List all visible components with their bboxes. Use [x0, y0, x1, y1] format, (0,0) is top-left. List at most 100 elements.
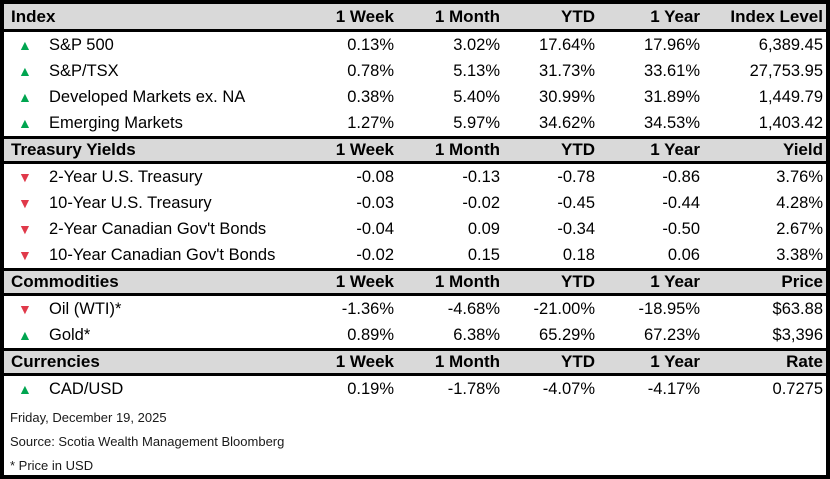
source-note: Source: Scotia Wealth Management Bloombe…	[10, 433, 285, 449]
down-triangle-icon: ▼	[18, 195, 32, 211]
value-cell: 0.38%	[347, 87, 394, 106]
column-header-ytd: YTD	[561, 352, 595, 371]
column-header-1-year: 1 Year	[650, 6, 700, 26]
value-cell: -1.78%	[447, 379, 500, 398]
value-cell: -4.68%	[447, 299, 500, 318]
column-header-ytd: YTD	[561, 272, 595, 291]
row-label: 10-Year U.S. Treasury	[49, 193, 212, 212]
row-label-cell: ▲ S&P 500	[4, 36, 333, 55]
value-cell: -0.86	[662, 167, 700, 186]
value-cell: -0.34	[557, 219, 595, 238]
down-triangle-icon: ▼	[18, 301, 32, 317]
down-triangle-icon: ▼	[18, 169, 32, 185]
column-header-1-month: 1 Month	[434, 6, 500, 26]
up-triangle-icon: ▲	[18, 327, 32, 343]
row-label-cell: ▲ CAD/USD	[4, 380, 333, 399]
value-cell: 4.28%	[776, 193, 823, 212]
table-row-emerging-markets: ▲ Emerging Markets 1.27% 5.97% 34.62% 34.53% 1…	[4, 110, 826, 136]
value-cell: 34.62%	[539, 113, 595, 132]
table-row-gold: ▲ Gold* 0.89% 6.38% 65.29% 67.23% $3,396	[4, 322, 826, 348]
footnotes: Friday, December 19, 2025 Source: Scotia…	[4, 402, 826, 475]
section-title: Commodities	[11, 272, 119, 291]
value-cell: 0.19%	[347, 379, 394, 398]
column-header-1-week: 1 Week	[335, 272, 394, 291]
value-cell: 0.89%	[347, 325, 394, 344]
section-title: Treasury Yields	[11, 140, 136, 159]
section-header-treasury-yields: Treasury Yields 1 Week 1 Month YTD 1 Year Yie…	[4, 136, 826, 164]
row-label-cell: ▼ 2-Year U.S. Treasury	[4, 168, 333, 187]
section-header-commodities: Commodities 1 Week 1 Month YTD 1 Year Price	[4, 268, 826, 296]
value-cell: 0.78%	[347, 61, 394, 80]
section-header-currencies: Currencies 1 Week 1 Month YTD 1 Year Rate	[4, 348, 826, 376]
value-cell: 1,449.79	[758, 87, 823, 106]
column-header-rate: Rate	[786, 352, 823, 371]
row-label-cell: ▲ S&P/TSX	[4, 62, 333, 81]
value-cell: -0.50	[662, 219, 700, 238]
value-cell: 1.27%	[347, 113, 394, 132]
row-label: CAD/USD	[49, 379, 124, 398]
value-cell: 2.67%	[776, 219, 823, 238]
value-cell: -0.13	[462, 167, 500, 186]
value-cell: -4.17%	[647, 379, 700, 398]
up-triangle-icon: ▲	[18, 115, 32, 131]
row-label: 2-Year U.S. Treasury	[49, 167, 203, 186]
row-label-cell: ▼ 2-Year Canadian Gov't Bonds	[4, 220, 333, 239]
value-cell: -21.00%	[533, 299, 595, 318]
row-label: Emerging Markets	[49, 113, 183, 132]
row-label: Oil (WTI)*	[49, 299, 122, 318]
column-header-1-year: 1 Year	[650, 272, 700, 291]
value-cell: -0.08	[356, 167, 394, 186]
market-table: Index 1 Week 1 Month YTD 1 Year Index Level ▲ S…	[4, 4, 826, 402]
value-cell: -18.95%	[638, 299, 700, 318]
value-cell: 0.18	[562, 245, 595, 264]
price-usd-note: * Price in USD	[10, 457, 94, 473]
value-cell: 1,403.42	[758, 113, 823, 132]
value-cell: -0.02	[462, 193, 500, 212]
row-label: S&P 500	[49, 35, 114, 54]
value-cell: $3,396	[772, 325, 823, 344]
value-cell: 3.76%	[776, 167, 823, 186]
row-label-cell: ▼ 10-Year U.S. Treasury	[4, 194, 333, 213]
value-cell: 0.7275	[772, 379, 823, 398]
value-cell: -0.78	[557, 167, 595, 186]
value-cell: 6,389.45	[758, 35, 823, 54]
column-header-1-month: 1 Month	[434, 272, 500, 291]
value-cell: 5.13%	[453, 61, 500, 80]
column-header-1-week: 1 Week	[335, 6, 394, 26]
value-cell: 0.09	[467, 219, 500, 238]
column-header-index-level: Index Level	[730, 6, 823, 26]
column-header-1-year: 1 Year	[650, 352, 700, 371]
section-title: Currencies	[11, 352, 100, 371]
row-label-cell: ▲ Emerging Markets	[4, 114, 333, 133]
up-triangle-icon: ▲	[18, 63, 32, 79]
value-cell: 31.73%	[539, 61, 595, 80]
column-header-1-week: 1 Week	[335, 352, 394, 371]
row-label: S&P/TSX	[49, 61, 119, 80]
table-row-developed-markets-ex-na: ▲ Developed Markets ex. NA 0.38% 5.40% 30.99…	[4, 84, 826, 110]
value-cell: -0.44	[662, 193, 700, 212]
value-cell: 65.29%	[539, 325, 595, 344]
section-header-index: Index 1 Week 1 Month YTD 1 Year Index Level	[4, 4, 826, 32]
value-cell: 33.61%	[644, 61, 700, 80]
column-header-price: Price	[781, 272, 823, 291]
value-cell: -1.36%	[341, 299, 394, 318]
table-row-2-year-u-s-treasury: ▼ 2-Year U.S. Treasury -0.08 -0.13 -0.78 -0.8…	[4, 164, 826, 190]
value-cell: 0.13%	[347, 35, 394, 54]
row-label: Gold*	[49, 325, 91, 344]
table-row-oil-wti: ▼ Oil (WTI)* -1.36% -4.68% -21.00% -18.95% $63…	[4, 296, 826, 322]
value-cell: 3.38%	[776, 245, 823, 264]
up-triangle-icon: ▲	[18, 89, 32, 105]
up-triangle-icon: ▲	[18, 37, 32, 53]
value-cell: 5.97%	[453, 113, 500, 132]
column-header-1-month: 1 Month	[434, 140, 500, 159]
column-header-ytd: YTD	[561, 140, 595, 159]
column-header-1-year: 1 Year	[650, 140, 700, 159]
row-label: 2-Year Canadian Gov't Bonds	[49, 219, 267, 238]
value-cell: 3.02%	[453, 35, 500, 54]
row-label-cell: ▲ Developed Markets ex. NA	[4, 88, 333, 107]
column-header-yield: Yield	[783, 140, 823, 159]
table-row-10-year-canadian-gov-t-bonds: ▼ 10-Year Canadian Gov't Bonds -0.02 0.15 0.…	[4, 242, 826, 268]
table-row-cad-usd: ▲ CAD/USD 0.19% -1.78% -4.07% -4.17% 0.7275	[4, 376, 826, 402]
value-cell: $63.88	[772, 299, 823, 318]
